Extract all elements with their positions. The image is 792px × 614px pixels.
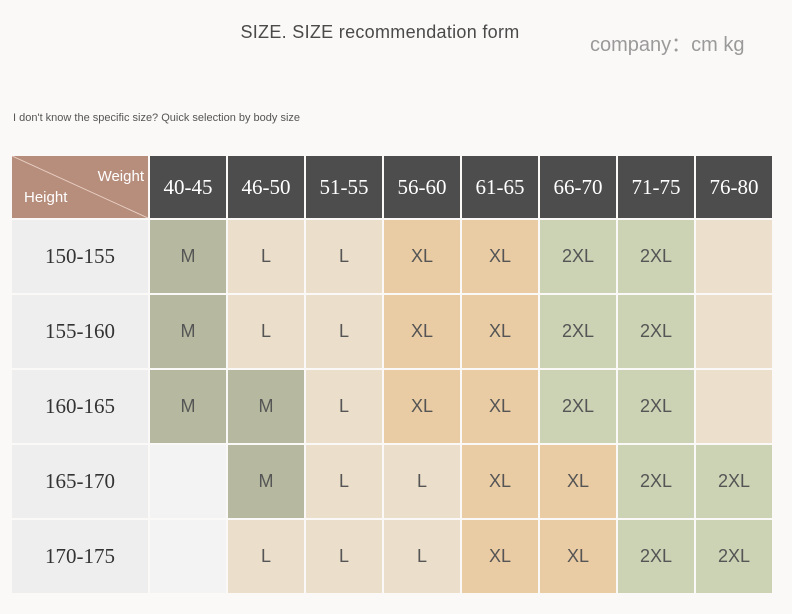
size-cell: XL — [462, 370, 538, 443]
size-cell: L — [306, 220, 382, 293]
weight-header: 76-80 — [696, 156, 772, 218]
size-cell: M — [228, 370, 304, 443]
size-cell: M — [150, 220, 226, 293]
size-cell: 2XL — [618, 520, 694, 593]
size-cell: 2XL — [618, 220, 694, 293]
size-cell: 2XL — [540, 295, 616, 368]
height-header: 170-175 — [12, 520, 148, 593]
size-cell: 2XL — [618, 295, 694, 368]
weight-header: 56-60 — [384, 156, 460, 218]
size-cell: M — [150, 295, 226, 368]
corner-divider — [12, 156, 148, 218]
size-cell: XL — [384, 370, 460, 443]
size-cell: 2XL — [618, 445, 694, 518]
size-cell: 2XL — [540, 370, 616, 443]
size-cell — [696, 295, 772, 368]
size-cell: XL — [462, 520, 538, 593]
corner-height-label: Height — [24, 189, 68, 206]
size-cell: XL — [540, 520, 616, 593]
size-cell — [150, 520, 226, 593]
size-cell: L — [306, 445, 382, 518]
size-cell: XL — [462, 445, 538, 518]
size-cell: M — [150, 370, 226, 443]
size-cell: L — [228, 220, 304, 293]
size-cell: L — [306, 370, 382, 443]
weight-header: 66-70 — [540, 156, 616, 218]
size-cell — [150, 445, 226, 518]
size-cell: L — [306, 295, 382, 368]
size-cell: L — [228, 295, 304, 368]
height-header: 165-170 — [12, 445, 148, 518]
size-cell: 2XL — [540, 220, 616, 293]
weight-header: 71-75 — [618, 156, 694, 218]
size-cell: 2XL — [696, 445, 772, 518]
size-cell: L — [384, 520, 460, 593]
subtitle: I don't know the specific size? Quick se… — [13, 112, 301, 124]
weight-header: 46-50 — [228, 156, 304, 218]
size-cell: XL — [462, 295, 538, 368]
height-header: 155-160 — [12, 295, 148, 368]
size-cell: L — [384, 445, 460, 518]
size-cell: M — [228, 445, 304, 518]
size-cell: 2XL — [618, 370, 694, 443]
unit-label: company：cm kg — [590, 34, 745, 56]
size-cell: XL — [540, 445, 616, 518]
size-cell: L — [306, 520, 382, 593]
weight-header: 51-55 — [306, 156, 382, 218]
weight-header: 61-65 — [462, 156, 538, 218]
table-corner: Weight Height — [12, 156, 148, 218]
size-cell: XL — [384, 220, 460, 293]
size-cell — [696, 370, 772, 443]
size-table: Weight Height 40-45 46-50 51-55 56-60 61… — [12, 156, 772, 593]
page-title: SIZE. SIZE recommendation form — [240, 22, 520, 42]
size-cell: L — [228, 520, 304, 593]
corner-weight-label: Weight — [97, 168, 144, 185]
weight-header: 40-45 — [150, 156, 226, 218]
size-cell — [696, 220, 772, 293]
size-cell: 2XL — [696, 520, 772, 593]
size-cell: XL — [462, 220, 538, 293]
size-cell: XL — [384, 295, 460, 368]
height-header: 150-155 — [12, 220, 148, 293]
height-header: 160-165 — [12, 370, 148, 443]
